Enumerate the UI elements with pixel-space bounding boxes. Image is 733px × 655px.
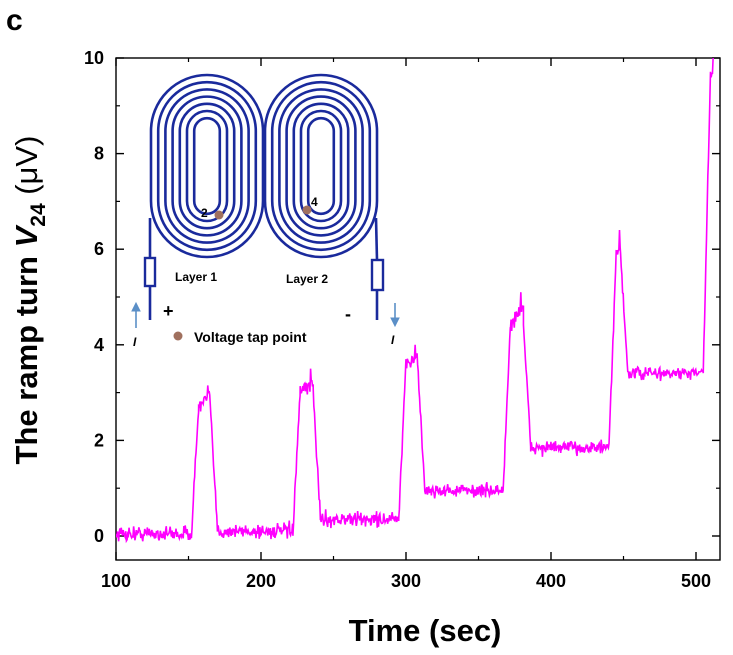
coil-layer-1: [149, 73, 265, 259]
current-arrow-out-icon: [390, 303, 400, 328]
lead-right-resistor: [370, 258, 385, 292]
y-tick-label: 4: [94, 335, 104, 355]
coil-leads: [143, 217, 385, 320]
coil-turn: [270, 80, 372, 252]
coil-turn: [171, 95, 243, 237]
series-line: [116, 58, 714, 544]
panel-letter: c: [6, 4, 23, 37]
y-axis: 0 2 4 6 8 10: [84, 48, 720, 546]
y-axis-label-prefix: The ramp turn: [9, 247, 44, 464]
voltage-tap-4: [302, 205, 312, 215]
y-axis-label: The ramp turn V24 (μV): [9, 136, 50, 465]
current-arrow-in-icon: [131, 301, 141, 328]
coil-layer-2: [263, 73, 379, 259]
series-layer: [116, 58, 714, 544]
coil-turn: [263, 73, 379, 259]
x-axis-label: Time (sec): [349, 613, 502, 648]
coil-turn: [185, 109, 229, 223]
coil-turn: [178, 102, 236, 230]
coil-label-layer-1: Layer 1: [175, 270, 217, 284]
y-axis-label-var: V: [9, 224, 44, 247]
coil-turn: [278, 88, 364, 244]
y-axis-label-unit: (μV): [9, 136, 44, 204]
y-tick-label: 0: [94, 526, 104, 546]
legend-voltage-tap-label: Voltage tap point: [194, 329, 307, 345]
x-tick-label: 400: [536, 571, 566, 591]
coil-schematic-inset: 2 4 Layer 1 Layer 2 + - I I Voltage tap …: [131, 73, 400, 349]
coil-turn: [164, 88, 250, 244]
terminal-minus-label: -: [345, 304, 351, 324]
coil-turn: [285, 95, 357, 237]
tap-label-2: 2: [201, 206, 208, 220]
plot-frame: [115, 57, 721, 561]
y-tick-label: 2: [94, 430, 104, 450]
x-tick-label: 100: [101, 571, 131, 591]
voltage-tap-2: [214, 210, 224, 220]
coil-turn: [292, 102, 350, 230]
tap-label-4: 4: [311, 195, 318, 209]
y-tick-label: 6: [94, 239, 104, 259]
terminal-plus-label: +: [163, 301, 174, 321]
y-tick-label: 10: [84, 48, 104, 68]
plot-border: [115, 57, 721, 561]
x-tick-label: 300: [391, 571, 421, 591]
y-axis-label-sub: 24: [27, 203, 50, 227]
x-tick-label: 200: [246, 571, 276, 591]
x-axis: 100 200 300 400 500: [101, 58, 711, 591]
coil-turn: [149, 73, 265, 259]
coil-turn: [156, 80, 258, 252]
x-tick-label: 500: [681, 571, 711, 591]
lead-right-wire: [374, 217, 379, 261]
current-label-right: I: [391, 333, 395, 347]
coil-turn: [192, 116, 222, 216]
legend-voltage-tap-marker: [173, 331, 183, 341]
coil-turn: [306, 116, 336, 216]
coil-turn: [299, 109, 343, 223]
lead-left-resistor: [143, 256, 157, 288]
y-tick-label: 8: [94, 144, 104, 164]
current-label-left: I: [133, 335, 137, 349]
coil-label-layer-2: Layer 2: [286, 272, 328, 286]
